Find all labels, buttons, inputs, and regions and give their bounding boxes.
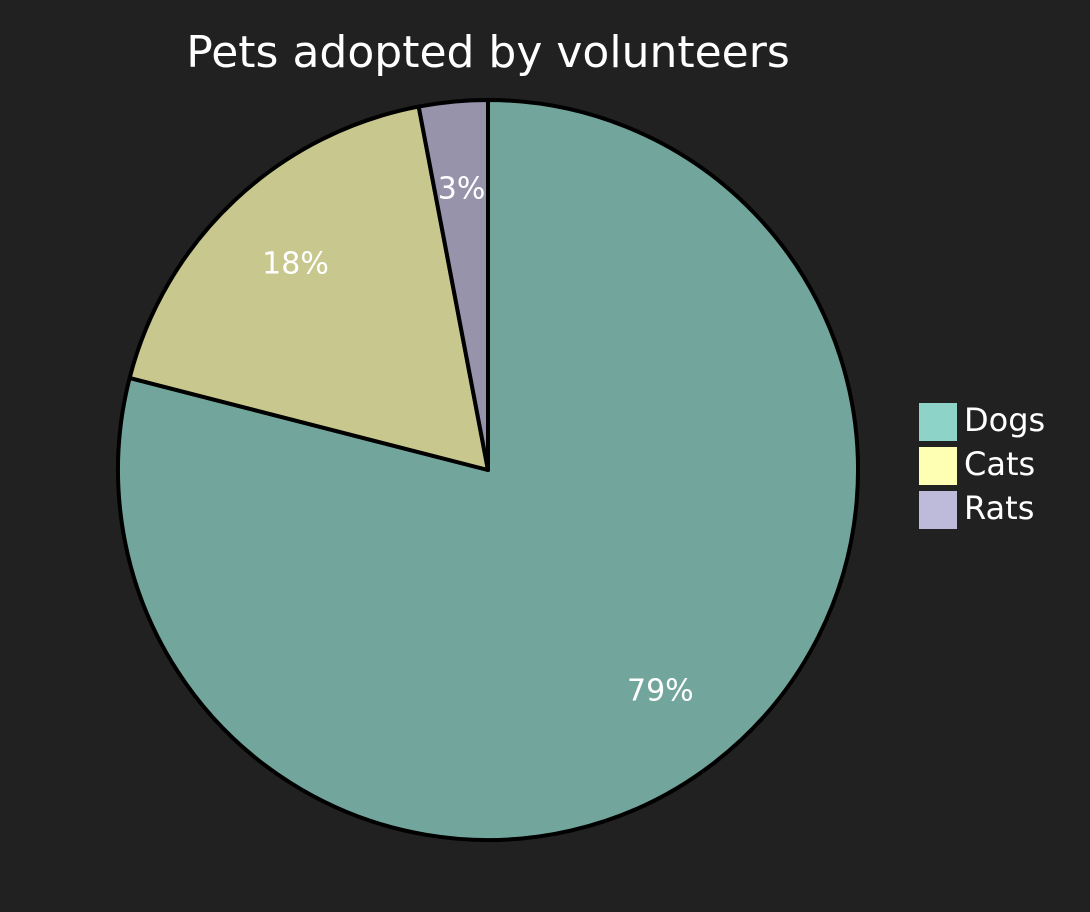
- slice-label: 79%: [627, 674, 694, 709]
- legend-label: Dogs: [964, 401, 1045, 439]
- legend-swatch: [919, 403, 957, 441]
- pie-slice: [416, 98, 490, 472]
- legend-label: Cats: [964, 445, 1035, 483]
- pie-slice: [127, 104, 490, 472]
- legend-swatch: [919, 447, 957, 485]
- pie-slice: [116, 98, 860, 842]
- legend-swatch: [919, 491, 957, 529]
- slice-label: 3%: [438, 172, 486, 207]
- pie: 79% 18% 3%: [116, 98, 860, 842]
- chart-title: Pets adopted by volunteers: [186, 27, 790, 78]
- slice-label: 18%: [262, 247, 329, 282]
- legend-label: Rats: [964, 489, 1034, 527]
- legend: Dogs Cats Rats: [919, 401, 1045, 529]
